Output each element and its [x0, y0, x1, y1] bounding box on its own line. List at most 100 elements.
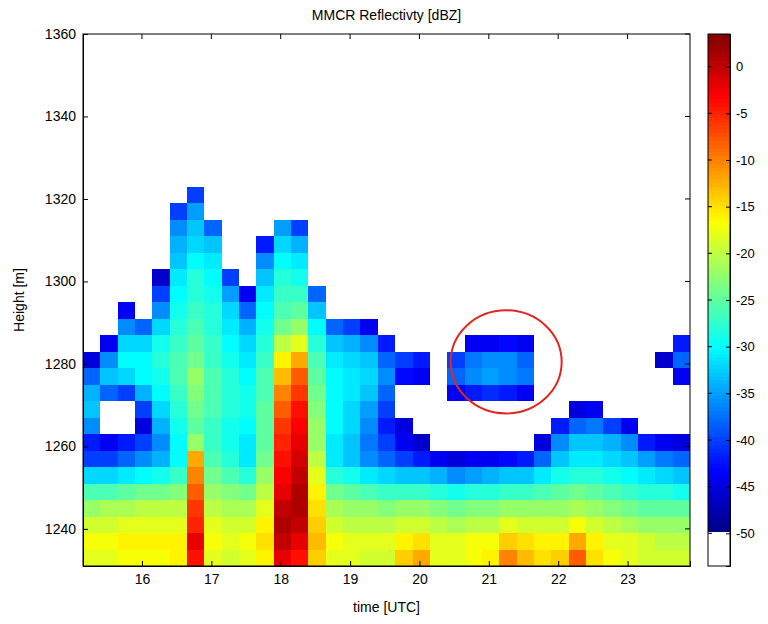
heatmap-cell — [135, 319, 152, 335]
heatmap-cell — [83, 550, 100, 566]
heatmap-cell — [222, 352, 239, 368]
heatmap-cell — [569, 401, 586, 417]
heatmap-cell — [465, 550, 482, 566]
heatmap-cell — [360, 500, 377, 516]
heatmap-cell — [465, 451, 482, 467]
heatmap-cell — [638, 484, 655, 500]
y-axis-line — [84, 35, 89, 567]
heatmap-cell — [638, 434, 655, 450]
heatmap-cell — [378, 533, 395, 549]
heatmap-cell — [326, 335, 343, 351]
heatmap-cell — [187, 269, 204, 285]
heatmap-cell — [534, 451, 551, 467]
colorbar-axis-tick: -20 — [726, 246, 755, 261]
heatmap-cell — [100, 484, 117, 500]
colorbar-axis-tick: -45 — [726, 479, 755, 494]
colorbar-swatch — [708, 121, 730, 125]
heatmap-cell — [222, 533, 239, 549]
heatmap-cell — [118, 335, 135, 351]
colorbar-swatch — [708, 323, 730, 327]
colorbar-swatch — [708, 64, 730, 68]
heatmap-cell — [135, 517, 152, 533]
heatmap-cell — [152, 319, 169, 335]
heatmap-cell — [638, 550, 655, 566]
heatmap-cell — [187, 401, 204, 417]
heatmap-cell — [326, 550, 343, 566]
colorbar-swatch — [708, 327, 730, 331]
heatmap-cell — [291, 517, 308, 533]
heatmap-cell — [83, 500, 100, 516]
heatmap-cell — [187, 302, 204, 318]
heatmap-cell — [239, 319, 256, 335]
heatmap-cell — [603, 434, 620, 450]
heatmap-cell — [482, 550, 499, 566]
heatmap-cell — [326, 352, 343, 368]
heatmap-cell — [170, 236, 187, 252]
heatmap-cell — [343, 434, 360, 450]
heatmap-cell — [447, 517, 464, 533]
x-axis-tick-label: 22 — [551, 571, 567, 587]
colorbar-swatch — [708, 395, 730, 399]
heatmap-cell — [586, 550, 603, 566]
heatmap-cell — [655, 550, 672, 566]
heatmap-cell — [187, 368, 204, 384]
heatmap-cell — [204, 533, 221, 549]
heatmap-cell — [343, 467, 360, 483]
colorbar-swatch — [708, 95, 730, 99]
y-right-tick — [685, 281, 690, 282]
heatmap-cell — [256, 253, 273, 269]
heatmap-cell — [256, 335, 273, 351]
colorbar-swatch — [708, 547, 730, 551]
heatmap-cell — [465, 335, 482, 351]
x-top-tick — [419, 34, 420, 39]
heatmap-cell — [378, 550, 395, 566]
colorbar-swatch — [708, 422, 730, 426]
heatmap-cell — [499, 533, 516, 549]
heatmap-cell — [569, 550, 586, 566]
colorbar-swatch — [708, 72, 730, 76]
colorbar-swatch — [708, 254, 730, 258]
heatmap-cell — [170, 418, 187, 434]
heatmap-cell — [204, 500, 221, 516]
colorbar-swatch — [708, 45, 730, 49]
heatmap-cell — [673, 500, 690, 516]
heatmap-cell — [239, 286, 256, 302]
chart-title: MMCR Reflectivty [dBZ] — [312, 7, 461, 23]
colorbar-swatch — [708, 471, 730, 475]
heatmap-cell — [360, 484, 377, 500]
heatmap-cell — [256, 401, 273, 417]
heatmap-cell — [326, 500, 343, 516]
colorbar-swatch — [708, 498, 730, 502]
heatmap-cell — [239, 484, 256, 500]
colorbar-swatch — [708, 509, 730, 513]
heatmap-cell — [152, 550, 169, 566]
colorbar-axis-tick-label: -30 — [736, 339, 755, 354]
colorbar-swatch — [708, 190, 730, 194]
heatmap-cell — [343, 401, 360, 417]
heatmap-cell — [517, 517, 534, 533]
colorbar-swatch — [708, 99, 730, 103]
colorbar-swatch — [708, 501, 730, 505]
colorbar-swatch — [708, 349, 730, 353]
heatmap-cell — [430, 451, 447, 467]
heatmap-cell — [430, 550, 447, 566]
x-axis-tick: 19 — [343, 561, 359, 587]
heatmap-cell — [256, 484, 273, 500]
heatmap-cell — [621, 550, 638, 566]
heatmap-cell — [395, 434, 412, 450]
colorbar-swatch — [708, 197, 730, 201]
heatmap-cell — [447, 500, 464, 516]
heatmap-cell — [204, 550, 221, 566]
heatmap-cell — [274, 352, 291, 368]
colorbar-swatch — [708, 83, 730, 87]
heatmap-cell — [586, 467, 603, 483]
y-axis-tick: 1300 — [45, 273, 88, 289]
x-axis-tick-label: 16 — [135, 571, 151, 587]
heatmap-cell — [170, 269, 187, 285]
heatmap-cell — [274, 550, 291, 566]
heatmap-cell — [551, 467, 568, 483]
colorbar-swatch — [708, 372, 730, 376]
heatmap-cell — [413, 500, 430, 516]
heatmap-cell — [135, 533, 152, 549]
heatmap-cell — [482, 335, 499, 351]
